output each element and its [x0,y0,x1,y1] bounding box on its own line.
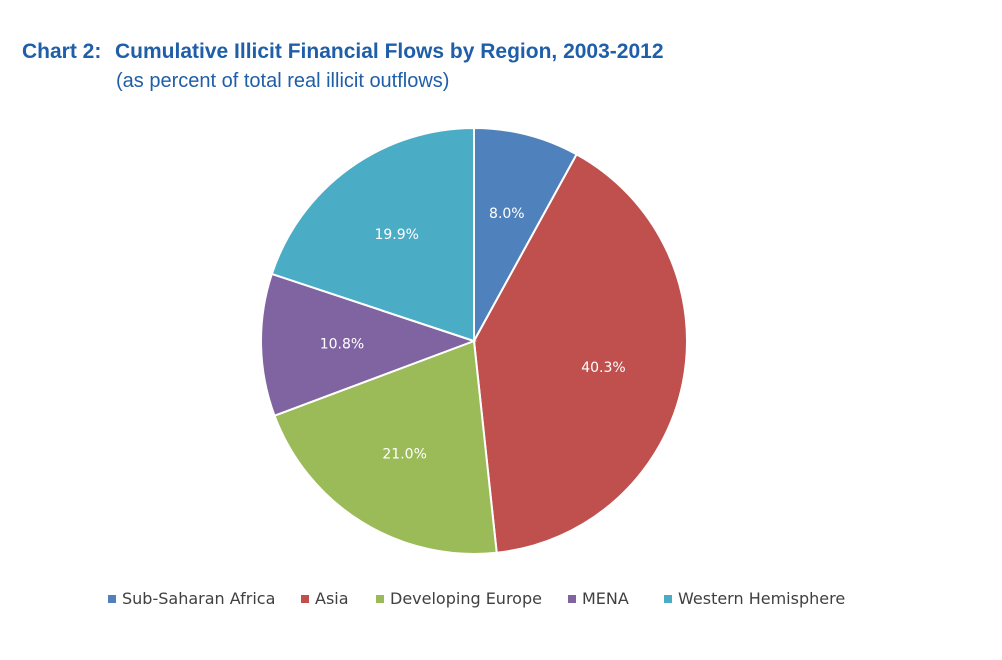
data-label-sub-saharan-africa: 8.0% [489,206,525,222]
pie-chart: 8.0% 40.3% 21.0% 10.8% 19.9% [260,126,688,555]
chart-title-text: Cumulative Illicit Financial Flows by Re… [115,40,664,63]
chart-title: Chart 2: Cumulative Illicit Financial Flo… [22,40,664,64]
legend-label: Sub-Saharan Africa [122,589,276,608]
pie-slice-developing-europe [273,339,498,555]
chart-legend: Sub-Saharan Africa Asia Developing Europe M… [0,589,1002,611]
legend-item-mena: MENA [568,589,629,608]
legend-swatch [108,594,116,603]
pie-slice-asia [472,152,688,554]
legend-label: Western Hemisphere [678,589,846,608]
legend-swatch [568,594,576,603]
legend-item-developing-europe: Developing Europe [376,589,542,608]
chart-subtitle: (as percent of total real illicit outflo… [116,70,450,92]
legend-label: Developing Europe [390,589,542,608]
legend-swatch [664,594,672,603]
chart-number: Chart 2: [22,40,102,63]
legend-item-western-hemisphere: Western Hemisphere [664,589,845,608]
data-label-developing-europe: 21.0% [382,446,426,462]
pie-slice-western-hemisphere [270,126,475,343]
legend-item-asia: Asia [301,589,349,608]
legend-swatch [301,594,309,603]
data-label-asia: 40.3% [581,360,625,376]
legend-label: MENA [582,589,629,608]
pie-slice-mena [260,272,478,417]
legend-item-sub-saharan-africa: Sub-Saharan Africa [108,589,275,608]
legend-label: Asia [315,589,349,608]
data-label-western-hemisphere: 19.9% [374,227,418,243]
pie-slice-sub-saharan-africa [473,126,578,342]
data-label-mena: 10.8% [320,336,364,352]
legend-swatch [376,594,384,603]
